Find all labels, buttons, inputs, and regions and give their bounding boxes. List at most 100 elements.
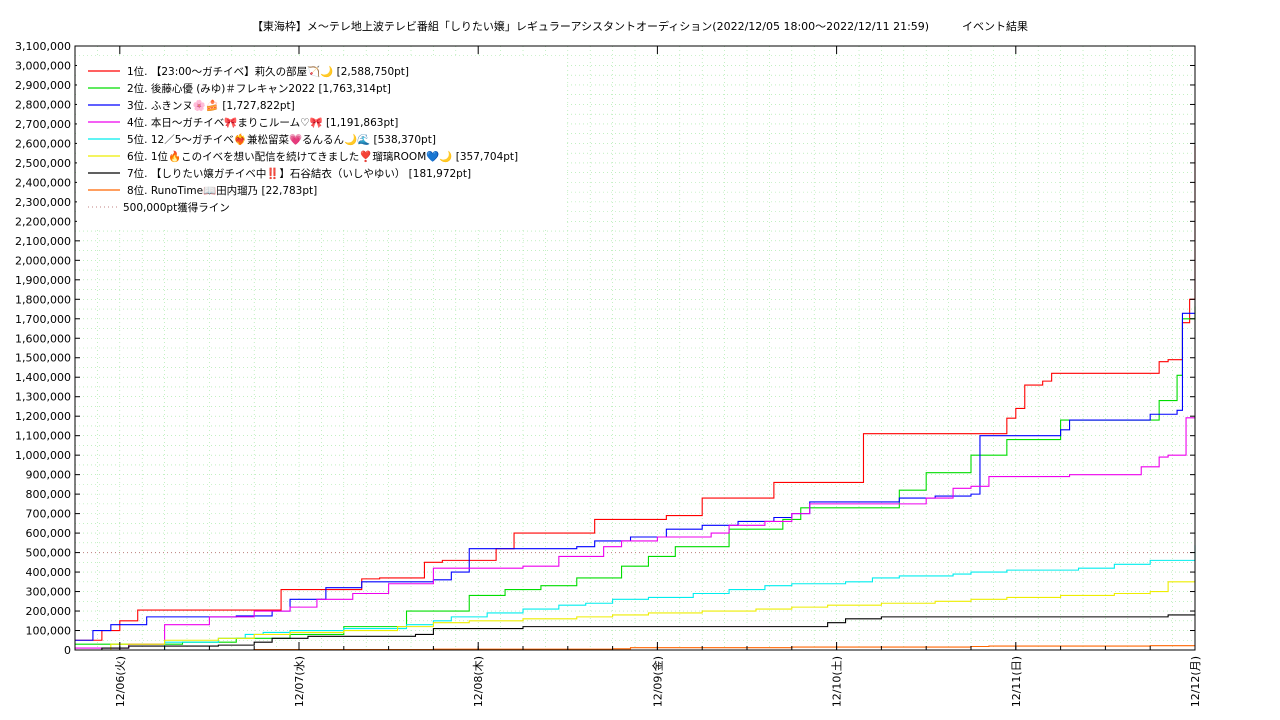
series-3-point (1060, 429, 1061, 431)
series-6-point (110, 643, 112, 645)
y-tick-label: 2,700,000 (15, 118, 71, 131)
series-3-point (666, 528, 667, 530)
series-3-point (146, 616, 147, 618)
y-tick-label: 0 (64, 644, 71, 657)
series-1-point (1006, 417, 1008, 419)
series-3-point (899, 497, 900, 499)
series-4-point (970, 486, 972, 487)
plot-frame (74, 45, 1196, 651)
y-tick-label: 600,000 (26, 527, 72, 540)
series-line-5 (75, 545, 1196, 651)
series-4-point (925, 497, 927, 499)
series-6-point (522, 618, 524, 620)
series-1-point (262, 609, 264, 611)
series-1-point (648, 519, 649, 520)
grid (74, 45, 1196, 651)
series-3-point (934, 495, 936, 497)
x-tick-label: 12/10(土) (831, 656, 844, 707)
y-tick-label: 1,000,000 (15, 449, 71, 462)
series-7-point (576, 626, 578, 627)
series-3-point (289, 599, 291, 600)
y-tick-label: 3,100,000 (15, 40, 71, 53)
series-6-point (397, 626, 398, 627)
series-4-point (988, 476, 990, 477)
series-1-point (1158, 361, 1160, 362)
series-1-point (594, 519, 595, 520)
series-4-point (522, 565, 524, 567)
x-tick-label: 12/08(木) (472, 656, 485, 707)
series-4-point (352, 593, 354, 594)
y-tick-label: 2,900,000 (15, 79, 71, 92)
series-2-point (1006, 439, 1008, 440)
series-5-point (1114, 563, 1115, 565)
series-4-point (657, 536, 658, 538)
series-4-point (253, 610, 255, 612)
series-4-point (1069, 474, 1070, 475)
y-tick-label: 500,000 (26, 547, 72, 560)
series-1-point (773, 482, 775, 483)
series-5-point (692, 593, 694, 594)
y-tick-label: 1,900,000 (15, 274, 71, 287)
series-6-point (576, 616, 578, 618)
series-3-point (809, 501, 811, 503)
series-6-point (827, 604, 828, 606)
series-7-point (791, 626, 793, 627)
y-tick-label: 3,000,000 (15, 59, 71, 72)
series-line-4 (75, 417, 1195, 649)
series-7-point (881, 616, 882, 618)
series-6-point (934, 600, 936, 602)
legend-entry-threshold: 500,000pt獲得ライン (123, 201, 230, 214)
series-6-point (1149, 591, 1151, 592)
series-4-point (289, 606, 291, 608)
series-7-point (343, 636, 345, 637)
series-3-point (979, 435, 981, 436)
y-tick-label: 800,000 (26, 488, 72, 501)
series-2-point (800, 507, 802, 509)
series-7-point (307, 636, 309, 637)
series-5-point (433, 620, 434, 622)
series-5-point (952, 573, 954, 575)
series-7-point (701, 626, 703, 627)
series-1-point (728, 497, 730, 499)
series-7-point (827, 622, 828, 624)
series-7-point (522, 626, 524, 627)
series-1-point (872, 433, 873, 435)
series-6-point (1114, 593, 1115, 594)
series-5-point (558, 604, 560, 606)
y-tick-label: 900,000 (26, 469, 72, 482)
series-2-point (1176, 374, 1178, 376)
y-tick-label: 1,400,000 (15, 371, 71, 384)
series-2-point (406, 610, 407, 612)
series-4-point (1185, 417, 1187, 419)
series-8-point (630, 647, 631, 648)
series-3-point (630, 536, 631, 538)
series-7-point (253, 641, 255, 643)
series-2-point (468, 595, 470, 596)
series-1-point (1060, 373, 1061, 374)
series-4-point (558, 556, 560, 557)
series-4-point (728, 525, 730, 526)
series-5-point (764, 585, 766, 587)
series-line-2 (75, 306, 1196, 645)
series-7-point (433, 628, 434, 629)
series-3-point (1167, 413, 1169, 415)
series-2-point (1060, 419, 1061, 421)
series-5-point (1149, 560, 1151, 561)
series-4-point (433, 567, 434, 569)
series-5-point (451, 616, 452, 618)
series-1-point (791, 482, 793, 483)
series-4-point (388, 583, 389, 585)
series-7-point (1149, 616, 1151, 618)
series-5-point (899, 575, 900, 577)
series-1-point (513, 532, 515, 534)
series-3-point (110, 624, 112, 625)
series-7-point (1167, 614, 1169, 616)
y-tick-label: 1,100,000 (15, 430, 71, 443)
legend: 1位. 【23:00〜ガチイベ】莉久の部屋🏹🌙 [2,588,750pt] 2位.… (77, 58, 565, 230)
series-1-point (701, 497, 703, 499)
series-2-point (675, 546, 676, 548)
series-5-point (791, 583, 793, 585)
series-3-point (1149, 413, 1151, 415)
series-3-point (325, 587, 327, 588)
series-4-point (764, 521, 766, 522)
